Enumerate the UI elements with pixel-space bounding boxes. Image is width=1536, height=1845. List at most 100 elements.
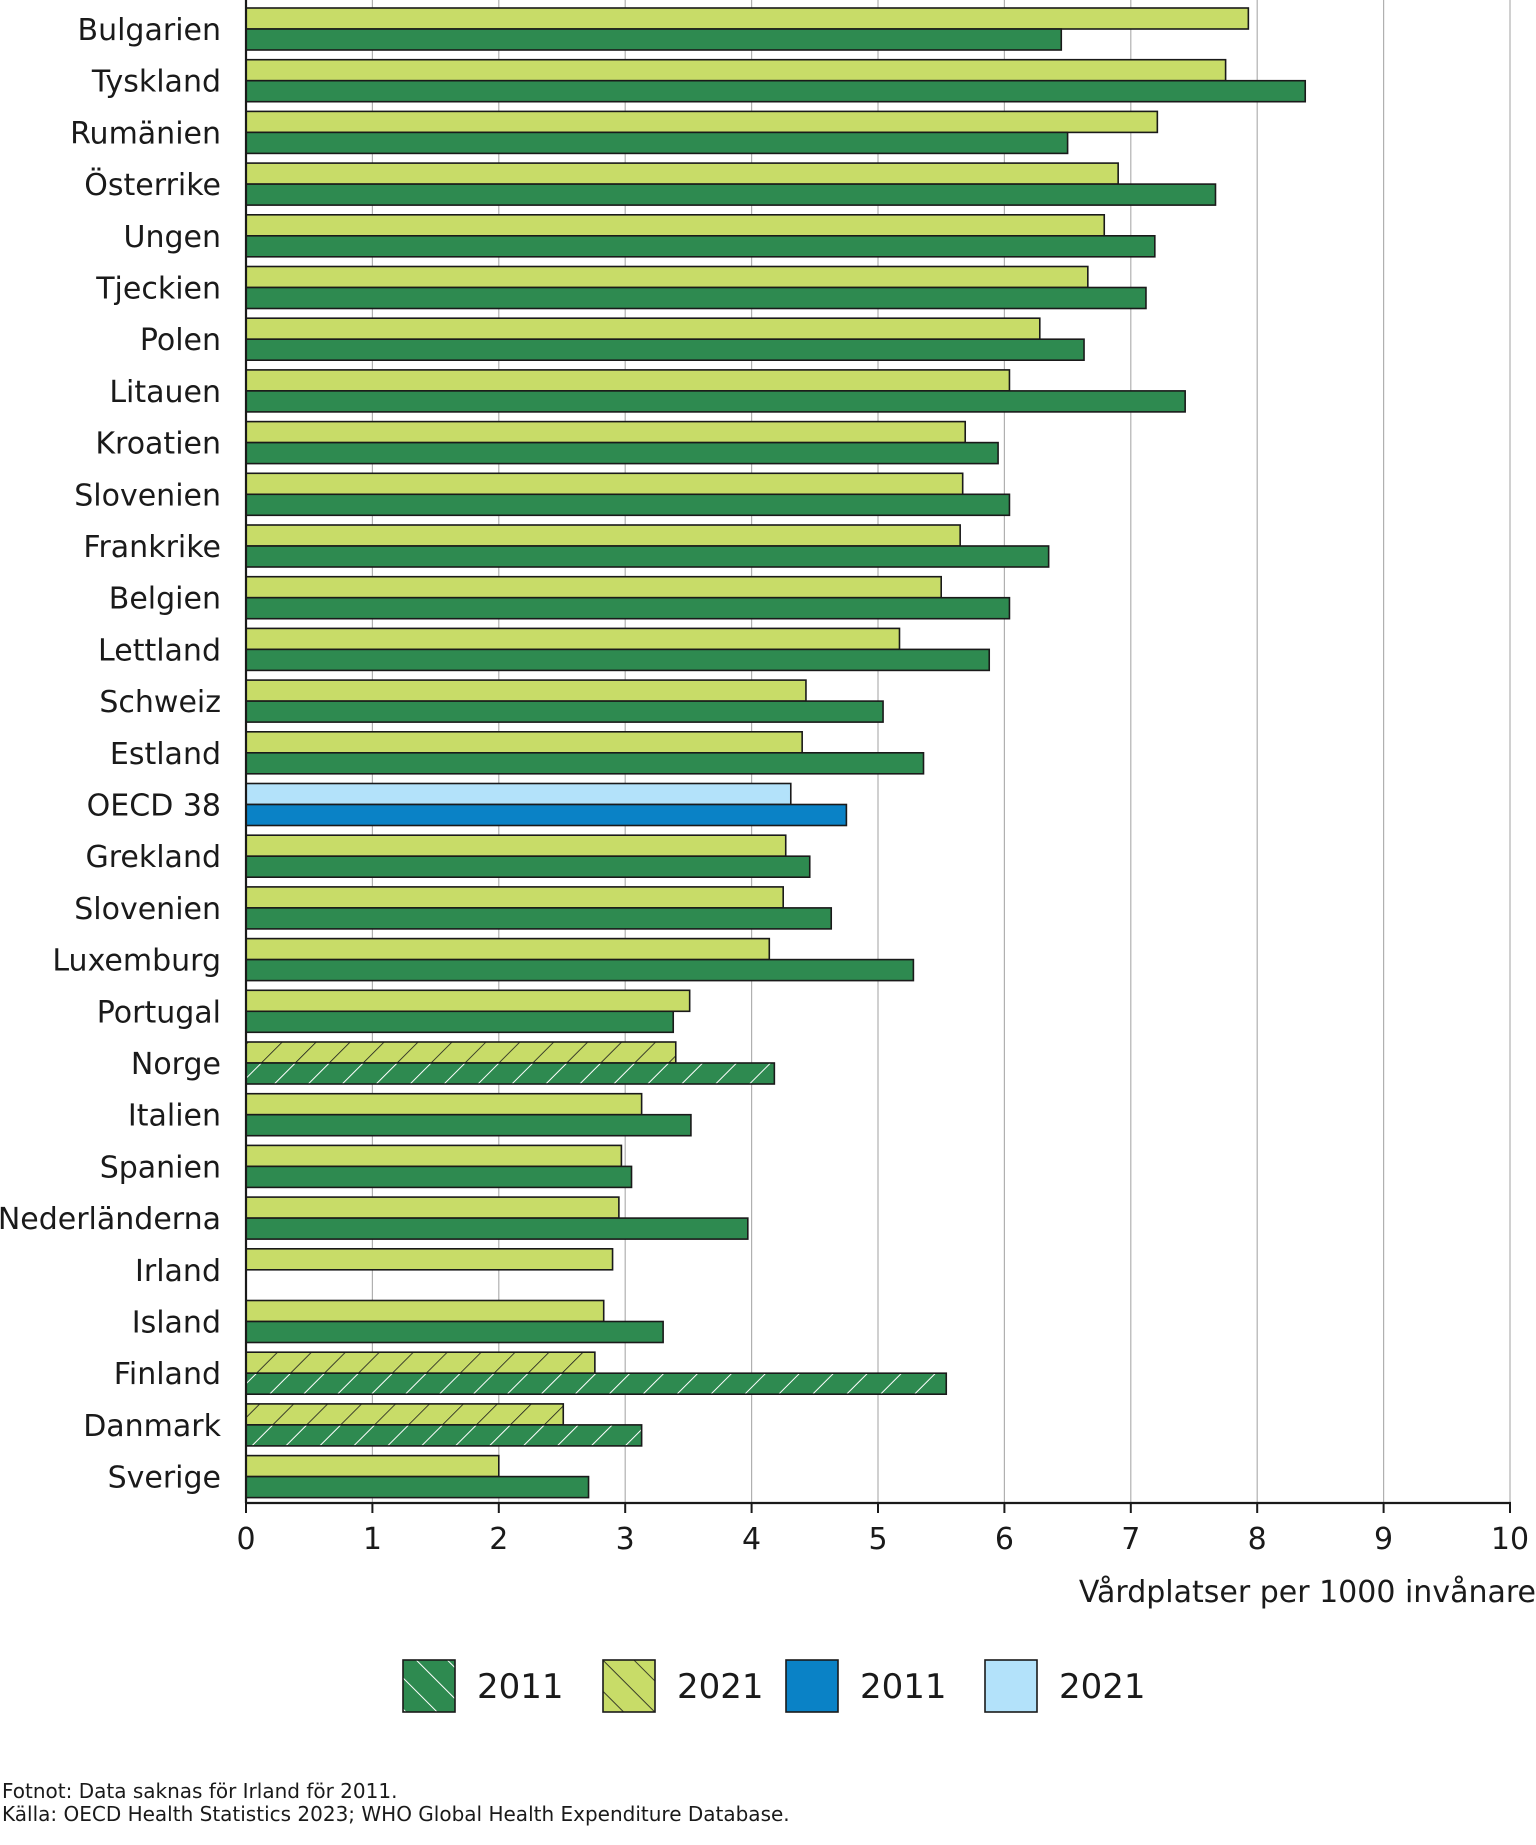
bar-2011-11 [245,596,1011,620]
bar-2011-17 [245,907,833,930]
bar-2021-27 [245,1403,565,1426]
category-label: Portugal [97,995,221,1030]
bar-2011-8 [245,441,999,465]
category-label: Irland [135,1254,221,1289]
bar-2011-6 [245,338,1085,362]
bar-2021-2 [245,110,1159,134]
x-tick-label: 0 [236,1522,255,1557]
bar-2011-22 [245,1165,633,1189]
category-label: Tyskland [91,65,221,100]
category-label: Lettland [98,633,221,668]
legend-swatch-0 [402,1659,456,1713]
legend-label: 2011 [477,1667,564,1707]
bar-2021-10 [245,524,961,547]
bar-2011-3 [245,183,1217,206]
bar-2021-24 [245,1248,614,1271]
footnotes: Fotnot: Data saknas för Irland för 2011.… [2,1780,790,1826]
bar-2021-28 [245,1454,500,1478]
bar-2011-20 [245,1062,776,1085]
category-label: Grekland [85,840,221,875]
category-label: Slovenien [74,892,221,927]
category-label: Sverige [108,1461,221,1496]
category-label: Österrike [84,167,221,203]
bar-2011-25 [245,1320,664,1344]
category-label: Spanien [100,1150,221,1185]
category-label: Bulgarien [78,13,222,48]
bar-2021-21 [245,1092,643,1116]
x-tick-label: 10 [1491,1522,1529,1557]
bar-2021-19 [245,989,691,1013]
bar-2011-12 [245,648,991,672]
bar-2011-10 [245,545,1050,568]
bar-2011-19 [245,1010,675,1034]
bar-2021-8 [245,420,967,444]
bar-2011-9 [245,493,1011,517]
category-label: Belgien [109,582,221,617]
bar-2021-13 [245,679,807,702]
category-label: Italien [128,1099,221,1134]
category-label: Schweiz [99,685,221,720]
bar-2021-6 [245,317,1041,341]
x-axis-label: Vårdplatser per 1000 invånare [1079,1575,1536,1610]
bar-2011-16 [245,855,811,879]
category-label: Danmark [83,1409,221,1444]
x-tick-label: 2 [489,1522,508,1557]
legend-label: 2021 [1059,1667,1146,1707]
bar-2021-9 [245,472,964,496]
bar-2021-7 [245,369,1011,392]
bar-2011-26 [245,1372,948,1395]
source-text: Källa: OECD Health Statistics 2023; WHO … [2,1802,790,1826]
legend-label: 2011 [860,1667,947,1707]
category-label: Estland [110,737,221,772]
bar-2021-20 [245,1041,677,1064]
category-label: Kroatien [95,427,221,462]
bar-2011-1 [245,79,1307,103]
category-label: Luxemburg [52,944,221,979]
category-label: Tjeckien [95,272,221,307]
legend-swatch-3 [984,1659,1038,1713]
bar-2021-26 [245,1351,596,1374]
category-label: OECD 38 [87,789,221,824]
category-label: Norge [131,1047,221,1082]
bar-2011-4 [245,235,1156,258]
category-label: Frankrike [83,530,221,565]
bar-2021-14 [245,730,803,754]
bars [245,7,1307,1499]
category-label: Finland [114,1357,221,1392]
footnote-text: Fotnot: Data saknas för Irland för 2011. [2,1779,398,1803]
bar-chart: Bulgarien Tyskland Rumänien Österrike Ungen T… [0,0,1536,1713]
x-tick-label: 9 [1374,1522,1393,1557]
category-label: Litauen [109,375,221,410]
bar-2011-0 [245,28,1063,51]
legend-swatch-1 [602,1659,656,1713]
bar-2011-27 [245,1424,643,1447]
category-label: Ungen [124,220,222,255]
bar-2021-23 [245,1196,620,1219]
bar-2011-18 [245,958,915,982]
x-tick-label: 5 [868,1522,887,1557]
x-tick-label: 6 [995,1522,1014,1557]
x-axis: 0 1 2 3 4 5 6 7 8 9 10 [236,0,1529,1557]
bar-2021-12 [245,627,901,651]
category-label: Slovenien [74,478,221,513]
bar-2021-4 [245,214,1106,237]
x-tick-label: 7 [1121,1522,1140,1557]
bar-2021-17 [245,886,785,909]
legend-label: 2021 [677,1667,764,1707]
category-labels: Bulgarien Tyskland Rumänien Österrike Ungen T… [0,13,222,1496]
category-label: Rumänien [70,116,221,151]
category-label: Nederländerna [0,1202,221,1237]
legend-swatch-2 [785,1659,839,1713]
bar-2011-23 [245,1217,749,1240]
x-tick-label: 8 [1248,1522,1267,1557]
bar-2021-18 [245,937,771,961]
x-tick-label: 1 [363,1522,382,1557]
bar-2021-25 [245,1299,605,1323]
bar-2021-11 [245,575,943,599]
bar-2021-5 [245,265,1089,289]
bar-2011-5 [245,286,1147,310]
category-label: Island [132,1306,221,1341]
bar-2011-28 [245,1475,590,1499]
bar-2021-22 [245,1144,623,1168]
bar-2021-0 [245,7,1250,30]
